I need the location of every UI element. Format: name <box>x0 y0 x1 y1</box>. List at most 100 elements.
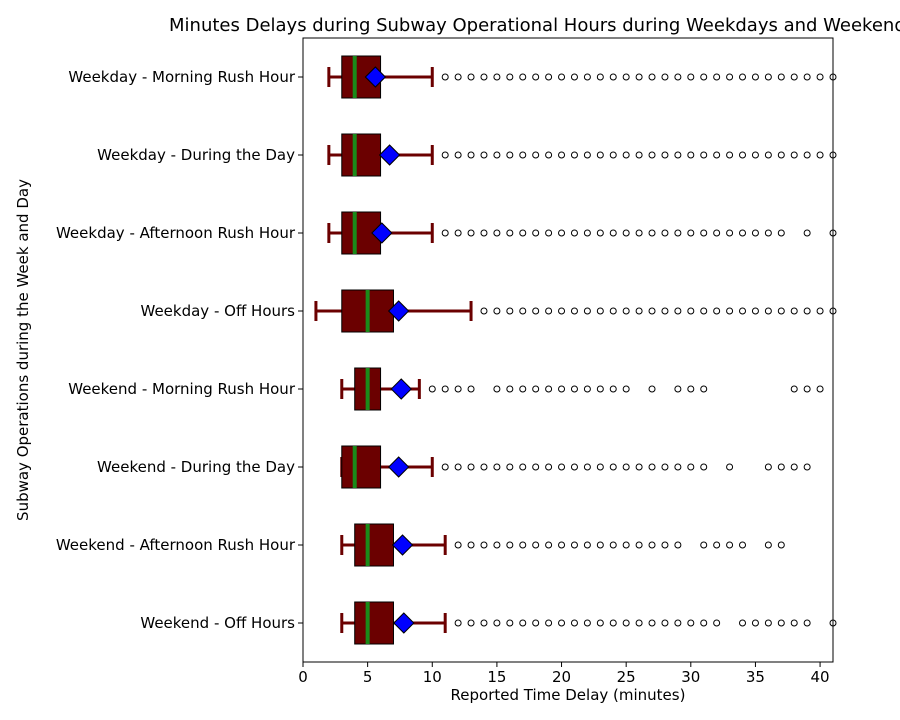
outlier-point <box>635 73 643 81</box>
mean-marker <box>391 534 414 556</box>
outlier-point <box>480 541 488 549</box>
outlier-point <box>751 73 759 81</box>
outlier-point <box>777 73 785 81</box>
mean-marker <box>387 300 410 322</box>
outlier-point <box>532 463 540 471</box>
x-tick-label: 0 <box>298 668 308 686</box>
outlier-point <box>687 619 695 627</box>
plot-frame <box>302 37 834 663</box>
outlier-point <box>674 151 682 159</box>
outlier-point <box>506 619 514 627</box>
outlier-point <box>441 229 449 237</box>
outlier-point <box>790 619 798 627</box>
outlier-point <box>713 229 721 237</box>
x-tick-label: 25 <box>617 668 636 686</box>
outlier-point <box>661 73 669 81</box>
outlier-point <box>609 385 617 393</box>
outlier-point <box>790 385 798 393</box>
outlier-point <box>532 229 540 237</box>
outlier-point <box>480 151 488 159</box>
x-tick-label: 15 <box>487 668 506 686</box>
outlier-point <box>570 73 578 81</box>
outlier-point <box>764 463 772 471</box>
outlier-point <box>635 541 643 549</box>
outlier-point <box>726 229 734 237</box>
outlier-point <box>803 229 811 237</box>
outlier-point <box>454 73 462 81</box>
outlier-point <box>648 463 656 471</box>
outlier-point <box>467 619 475 627</box>
outlier-point <box>545 73 553 81</box>
outlier-point <box>467 385 475 393</box>
outlier-point <box>764 619 772 627</box>
plot-area <box>302 37 837 663</box>
outlier-point <box>687 229 695 237</box>
outlier-point <box>648 229 656 237</box>
outlier-point <box>558 463 566 471</box>
outlier-point <box>583 229 591 237</box>
y-tick-label: Weekend - During the Day <box>97 458 295 476</box>
y-tick-label: Weekday - Off Hours <box>141 302 296 320</box>
outlier-point <box>545 541 553 549</box>
outlier-point <box>519 307 527 315</box>
outlier-point <box>713 541 721 549</box>
outlier-point <box>583 73 591 81</box>
outlier-point <box>764 73 772 81</box>
x-tick-label: 10 <box>423 668 442 686</box>
outlier-point <box>480 619 488 627</box>
mean-marker <box>378 144 401 166</box>
outlier-point <box>596 463 604 471</box>
outlier-point <box>570 151 578 159</box>
y-tick-label: Weekend - Afternoon Rush Hour <box>56 536 296 554</box>
x-tick-label: 40 <box>811 668 830 686</box>
outlier-point <box>764 151 772 159</box>
outlier-point <box>519 541 527 549</box>
outlier-point <box>674 229 682 237</box>
outlier-point <box>674 385 682 393</box>
y-axis: Weekday - Morning Rush Hour Weekday - Dur… <box>56 68 303 632</box>
outlier-point <box>596 385 604 393</box>
outlier-point <box>609 229 617 237</box>
outlier-point <box>570 385 578 393</box>
outlier-point <box>803 619 811 627</box>
box-group <box>340 445 811 489</box>
outlier-point <box>661 307 669 315</box>
outlier-point <box>596 229 604 237</box>
outlier-point <box>777 151 785 159</box>
outlier-point <box>739 151 747 159</box>
outlier-point <box>661 619 669 627</box>
outlier-point <box>493 307 501 315</box>
outlier-point <box>700 619 708 627</box>
outlier-point <box>687 463 695 471</box>
outlier-point <box>816 73 824 81</box>
outlier-point <box>467 229 475 237</box>
outlier-point <box>661 541 669 549</box>
outlier-point <box>609 541 617 549</box>
outlier-point <box>558 307 566 315</box>
outlier-point <box>790 73 798 81</box>
outlier-point <box>622 541 630 549</box>
mean-marker <box>393 612 415 634</box>
outlier-point <box>700 307 708 315</box>
outlier-point <box>506 541 514 549</box>
outlier-point <box>674 73 682 81</box>
outlier-point <box>583 619 591 627</box>
outlier-point <box>519 463 527 471</box>
outlier-point <box>454 463 462 471</box>
outlier-point <box>570 463 578 471</box>
outlier-point <box>506 229 514 237</box>
outlier-point <box>739 541 747 549</box>
box-group <box>340 601 837 645</box>
box-iqr <box>354 601 394 645</box>
mean-marker <box>387 456 410 478</box>
outlier-point <box>506 151 514 159</box>
outlier-point <box>622 307 630 315</box>
y-tick-label: Weekend - Off Hours <box>140 614 295 632</box>
outlier-point <box>777 307 785 315</box>
mean-marker <box>364 66 387 88</box>
outlier-point <box>739 229 747 237</box>
outlier-point <box>583 463 591 471</box>
outlier-point <box>700 463 708 471</box>
box-iqr <box>341 133 382 177</box>
